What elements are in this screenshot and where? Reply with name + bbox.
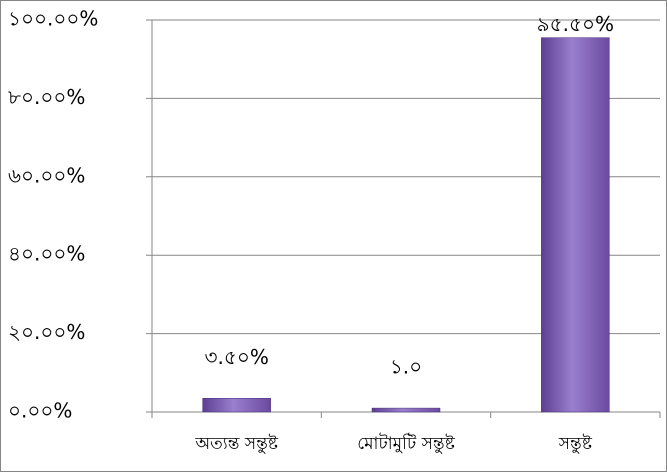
- data-label: ৯৫.৫০%: [537, 12, 614, 36]
- bar: [371, 407, 441, 413]
- x-tick-label: অত্যন্ত সন্তুষ্ট: [194, 433, 278, 454]
- y-tick-label: ১০০.০০%: [8, 7, 98, 31]
- y-tick-label: ০.০০%: [8, 399, 72, 423]
- bar: [541, 37, 610, 413]
- y-tick-label: ৮০.০০%: [8, 85, 85, 109]
- data-label: ৩.৫০%: [204, 345, 268, 369]
- y-tick-label: ৪০.০০%: [8, 242, 85, 266]
- x-tick-label: সন্তুষ্ট: [558, 433, 593, 454]
- y-tick-label: ৬০.০০%: [8, 163, 85, 187]
- data-label: ১.০: [390, 355, 422, 379]
- y-tick-label: ২০.০০%: [8, 320, 85, 344]
- x-tick-label: মোটামুটি সন্তুষ্ট: [357, 433, 455, 454]
- bar: [202, 398, 271, 413]
